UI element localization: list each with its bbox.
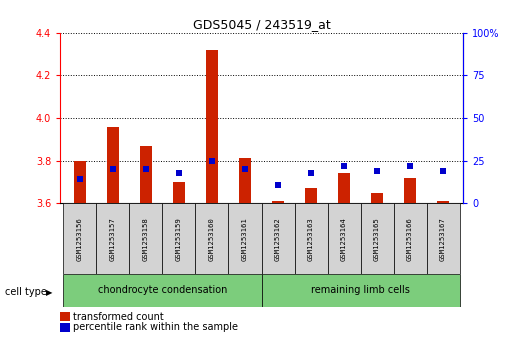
- Bar: [63, 203, 96, 274]
- Bar: [327, 203, 360, 274]
- Title: GDS5045 / 243519_at: GDS5045 / 243519_at: [192, 19, 331, 32]
- Point: [307, 170, 315, 175]
- Bar: [163, 203, 196, 274]
- Text: GSM1253167: GSM1253167: [440, 217, 446, 261]
- Bar: [437, 201, 449, 203]
- Bar: [393, 203, 427, 274]
- Text: GSM1253159: GSM1253159: [176, 217, 182, 261]
- Point: [208, 158, 216, 163]
- Text: remaining limb cells: remaining limb cells: [311, 285, 410, 295]
- Text: GSM1253165: GSM1253165: [374, 217, 380, 261]
- Text: GSM1253157: GSM1253157: [110, 217, 116, 261]
- Bar: [427, 203, 460, 274]
- Text: chondrocyte condensation: chondrocyte condensation: [98, 285, 227, 295]
- Point: [439, 168, 447, 174]
- Bar: [63, 274, 262, 307]
- Bar: [206, 50, 218, 203]
- Text: GSM1253161: GSM1253161: [242, 217, 248, 261]
- Point: [406, 163, 414, 169]
- Text: GSM1253158: GSM1253158: [143, 217, 149, 261]
- Text: GSM1253163: GSM1253163: [308, 217, 314, 261]
- Text: GSM1253164: GSM1253164: [341, 217, 347, 261]
- Point: [241, 166, 249, 172]
- Bar: [262, 203, 294, 274]
- Text: ▶: ▶: [46, 288, 52, 297]
- Bar: [404, 178, 416, 203]
- Text: transformed count: transformed count: [73, 311, 164, 322]
- Bar: [107, 127, 119, 203]
- Bar: [371, 193, 383, 203]
- Bar: [239, 159, 251, 203]
- Bar: [360, 203, 393, 274]
- Bar: [196, 203, 229, 274]
- Text: GSM1253160: GSM1253160: [209, 217, 215, 261]
- Bar: [173, 182, 185, 203]
- Point: [373, 168, 381, 174]
- Text: GSM1253166: GSM1253166: [407, 217, 413, 261]
- Bar: [96, 203, 130, 274]
- Text: cell type: cell type: [5, 287, 47, 297]
- Bar: [305, 188, 317, 203]
- Point: [76, 176, 84, 182]
- Point: [340, 163, 348, 169]
- Bar: [262, 274, 460, 307]
- Point: [109, 166, 117, 172]
- Point: [142, 166, 150, 172]
- Text: GSM1253162: GSM1253162: [275, 217, 281, 261]
- Bar: [130, 203, 163, 274]
- Bar: [272, 201, 284, 203]
- Bar: [294, 203, 327, 274]
- Text: GSM1253156: GSM1253156: [77, 217, 83, 261]
- Bar: [229, 203, 262, 274]
- Point: [175, 170, 183, 175]
- Text: percentile rank within the sample: percentile rank within the sample: [73, 322, 238, 333]
- Bar: [74, 161, 86, 203]
- Point: [274, 182, 282, 187]
- Bar: [338, 174, 350, 203]
- Bar: [140, 146, 152, 203]
